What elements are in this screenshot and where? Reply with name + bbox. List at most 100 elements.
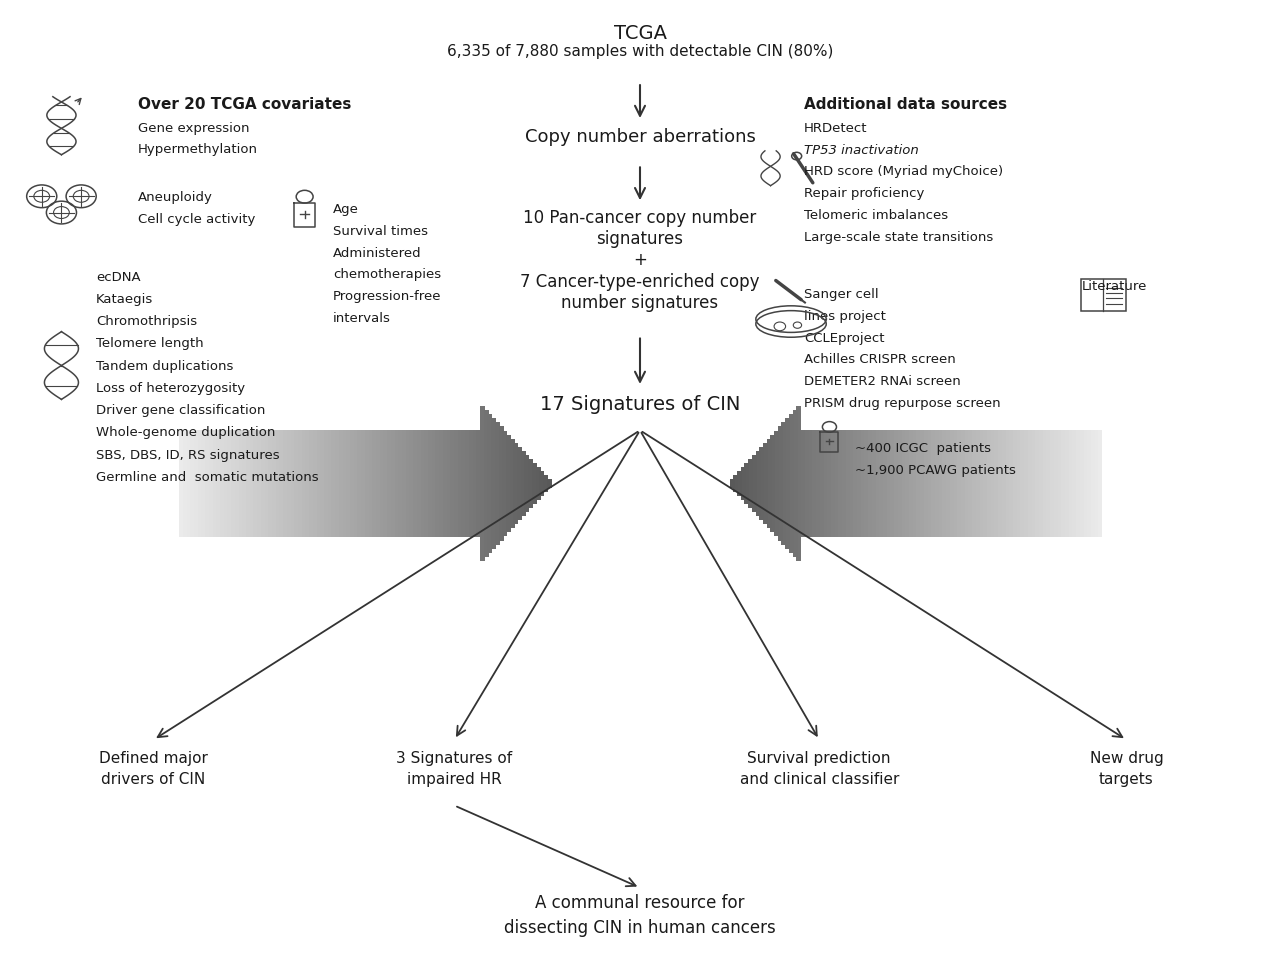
Text: Driver gene classification: Driver gene classification — [96, 404, 265, 417]
Bar — [923, 430, 928, 537]
Bar — [896, 430, 901, 537]
Bar — [1089, 430, 1094, 537]
Text: Hypermethylation: Hypermethylation — [138, 143, 259, 156]
Text: intervals: intervals — [333, 311, 390, 325]
Bar — [1023, 430, 1028, 537]
Bar — [1042, 430, 1046, 537]
Text: Progression-free: Progression-free — [333, 290, 442, 303]
Bar — [826, 430, 831, 537]
Bar — [1071, 430, 1076, 537]
Text: TCGA: TCGA — [613, 24, 667, 44]
Text: Whole-genome duplication: Whole-genome duplication — [96, 426, 275, 439]
Bar — [1027, 430, 1032, 537]
Bar — [815, 430, 820, 537]
Bar — [253, 430, 259, 537]
Text: Achilles CRISPR screen: Achilles CRISPR screen — [804, 353, 956, 366]
Bar — [785, 419, 790, 548]
Bar — [952, 430, 957, 537]
Bar — [339, 430, 344, 537]
Bar — [927, 430, 932, 537]
Bar — [982, 430, 987, 537]
Bar — [376, 430, 381, 537]
Bar — [945, 430, 950, 537]
Text: A communal resource for
dissecting CIN in human cancers: A communal resource for dissecting CIN i… — [504, 894, 776, 937]
Bar — [291, 430, 296, 537]
Bar — [431, 430, 436, 537]
Bar — [424, 430, 429, 537]
Text: +: + — [634, 251, 646, 270]
Bar — [250, 430, 255, 537]
Bar — [737, 471, 742, 496]
Bar — [302, 430, 307, 537]
Text: Kataegis: Kataegis — [96, 293, 154, 306]
Bar — [989, 430, 995, 537]
Bar — [384, 430, 388, 537]
Bar — [279, 430, 284, 537]
Text: Survival prediction
and clinical classifier: Survival prediction and clinical classif… — [740, 751, 899, 787]
Bar — [804, 430, 809, 537]
Bar — [819, 430, 823, 537]
Bar — [956, 430, 961, 537]
Text: Telomere length: Telomere length — [96, 337, 204, 350]
Bar — [476, 430, 481, 537]
Bar — [183, 430, 188, 537]
Bar — [468, 430, 474, 537]
Bar — [778, 426, 783, 541]
Bar — [845, 430, 850, 537]
Bar — [380, 430, 385, 537]
Bar — [993, 430, 998, 537]
Bar — [1005, 430, 1009, 537]
Text: 10 Pan-cancer copy number: 10 Pan-cancer copy number — [524, 209, 756, 227]
Bar — [361, 430, 366, 537]
Bar — [451, 430, 456, 537]
Bar — [201, 430, 206, 537]
Bar — [428, 430, 433, 537]
Bar — [911, 430, 916, 537]
Bar — [1093, 430, 1098, 537]
Bar — [863, 430, 868, 537]
Bar — [387, 430, 392, 537]
Bar — [1015, 430, 1020, 537]
Bar — [986, 430, 991, 537]
Bar — [1052, 430, 1057, 537]
Text: signatures: signatures — [596, 230, 684, 249]
Text: Loss of heterozygosity: Loss of heterozygosity — [96, 382, 246, 395]
Bar — [472, 430, 477, 537]
Bar — [349, 430, 355, 537]
Bar — [937, 430, 942, 537]
Bar — [312, 430, 317, 537]
Bar — [837, 430, 842, 537]
Bar — [867, 430, 872, 537]
Text: TP53 inactivation: TP53 inactivation — [804, 143, 919, 157]
Bar — [931, 430, 934, 537]
Bar — [242, 430, 247, 537]
Bar — [535, 467, 540, 500]
Bar — [748, 459, 753, 508]
Bar — [228, 430, 233, 537]
Text: Administered: Administered — [333, 247, 421, 259]
Bar — [525, 455, 530, 512]
Bar — [413, 430, 419, 537]
Bar — [755, 451, 760, 516]
Bar — [978, 430, 983, 537]
Bar — [763, 443, 768, 524]
Bar — [458, 430, 462, 537]
Bar — [841, 430, 846, 537]
Bar — [941, 430, 946, 537]
Bar — [509, 439, 515, 528]
Bar — [488, 414, 493, 553]
Bar — [964, 430, 969, 537]
Text: lines project: lines project — [804, 309, 886, 323]
Bar — [745, 463, 749, 504]
Bar — [236, 430, 239, 537]
Bar — [283, 430, 288, 537]
Bar — [904, 430, 909, 537]
Bar — [960, 430, 965, 537]
Bar — [997, 430, 1002, 537]
Text: Age: Age — [333, 203, 358, 216]
Bar — [774, 430, 780, 537]
Bar — [1082, 430, 1087, 537]
Bar — [547, 480, 552, 487]
Text: Literature: Literature — [1082, 280, 1147, 293]
Bar — [347, 430, 351, 537]
